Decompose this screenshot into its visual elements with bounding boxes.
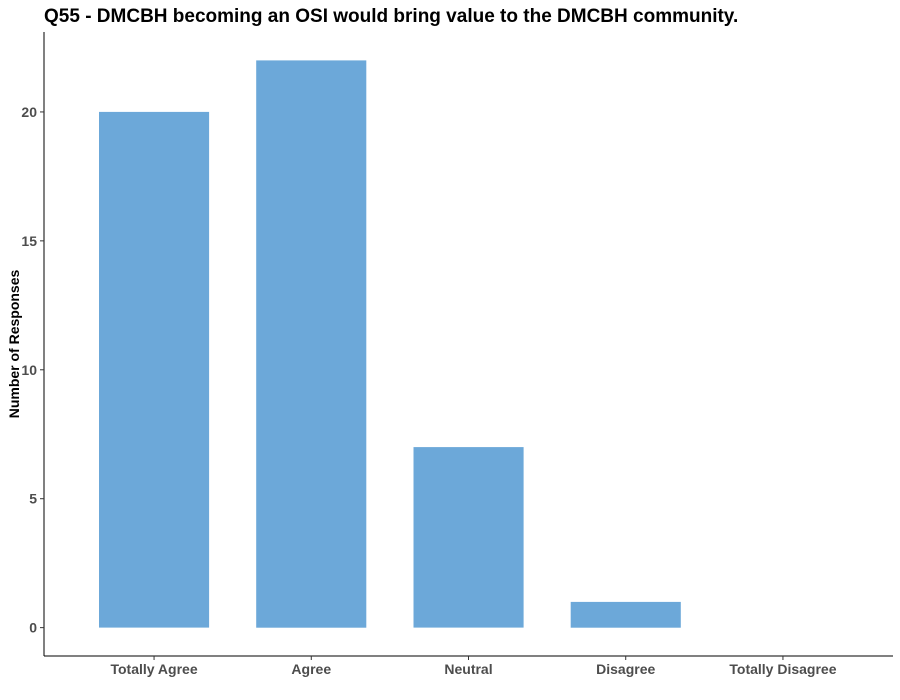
y-tick-label: 10 [21,362,37,378]
y-tick-label: 15 [21,233,37,249]
bar-agree [256,60,367,628]
bar-totally-agree [99,111,210,628]
x-tick-label: Totally Disagree [729,661,836,677]
y-ticks-group: 0 5 10 15 20 [21,104,44,636]
x-tick-label: Disagree [596,661,655,677]
bar-neutral [413,447,524,628]
x-tick-label: Neutral [444,661,492,677]
bars-group [99,60,681,628]
x-tick-label: Agree [291,661,331,677]
x-tick-label: Totally Agree [110,661,197,677]
y-tick-label: 20 [21,104,37,120]
chart-title: Q55 - DMCBH becoming an OSI would bring … [44,6,739,27]
y-tick-label: 0 [29,620,37,636]
x-ticks-group: Totally Agree Agree Neutral Disagree Totally… [110,656,837,677]
bar-disagree [570,601,681,628]
y-tick-label: 5 [29,491,37,507]
